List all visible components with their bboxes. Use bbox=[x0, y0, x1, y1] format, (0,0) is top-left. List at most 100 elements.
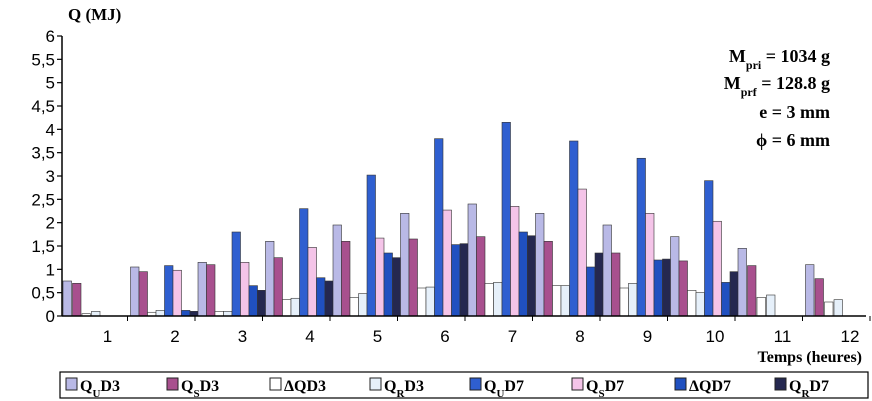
bar-QUD3 bbox=[467, 203, 477, 317]
bar-ΔQD7 bbox=[248, 285, 258, 317]
bar-QSD7 bbox=[712, 220, 722, 317]
y-tick-label: 5 bbox=[46, 74, 55, 93]
bar-ΔQD3 bbox=[619, 287, 629, 317]
bar-QSD3 bbox=[543, 241, 553, 317]
y-tick-label: 0 bbox=[46, 307, 55, 326]
bar-ΔQD3 bbox=[417, 287, 427, 317]
bar-QUD3 bbox=[130, 266, 140, 317]
bar-ΔQD7 bbox=[451, 244, 461, 317]
x-tick-label: 8 bbox=[575, 327, 584, 346]
y-tick-label: 1,5 bbox=[31, 237, 55, 256]
x-tick-label: 5 bbox=[373, 327, 382, 346]
annotation: Mpri = 1034 g bbox=[729, 46, 830, 72]
annotation: e = 3 mm bbox=[759, 102, 830, 122]
bar-ΔQD7 bbox=[586, 266, 596, 317]
y-axis: 0 0,5 1 1,5 2 2,5 3 3,5 4 4,5 5 5,5 6 bbox=[31, 27, 63, 326]
bar-ΔQD3 bbox=[687, 290, 697, 317]
x-tick-label: 4 bbox=[305, 327, 314, 346]
bar-QUD3 bbox=[265, 241, 275, 317]
bar-ΔQD3 bbox=[349, 297, 359, 317]
bar-ΔQD7 bbox=[653, 259, 663, 317]
x-tick-label: 1 bbox=[103, 327, 112, 346]
bar-QSD7 bbox=[307, 247, 317, 317]
bar-ΔQD3 bbox=[824, 301, 834, 317]
bar-QUD7 bbox=[299, 208, 309, 317]
legend-label: QSD3 bbox=[181, 378, 219, 400]
bar-QUD3 bbox=[62, 280, 72, 317]
bar-QRD7 bbox=[662, 258, 672, 317]
y-tick-label: 3,5 bbox=[31, 144, 55, 163]
bar-QUD3 bbox=[602, 224, 612, 317]
bar-QUD7 bbox=[231, 231, 241, 317]
legend-label: QRD3 bbox=[384, 378, 424, 400]
bar-QRD7 bbox=[459, 243, 469, 317]
x-tick-label: 9 bbox=[643, 327, 652, 346]
bar-QSD3 bbox=[747, 265, 757, 317]
bar-QUD7 bbox=[636, 157, 646, 317]
bar-QSD3 bbox=[72, 283, 82, 317]
y-tick-label: 6 bbox=[46, 27, 55, 46]
bar-ΔQD7 bbox=[316, 277, 326, 317]
y-tick-label: 5,5 bbox=[31, 50, 55, 69]
bar-ΔQD7 bbox=[721, 282, 731, 317]
x-tick-label: 10 bbox=[706, 327, 725, 346]
bar-ΔQD3 bbox=[756, 297, 766, 317]
plot-area bbox=[62, 122, 843, 317]
x-tick-label: 12 bbox=[841, 327, 860, 346]
bar-QUD7 bbox=[434, 138, 444, 317]
bar-QUD3 bbox=[400, 213, 410, 317]
y-tick-label: 3 bbox=[46, 167, 55, 186]
bar-QSD3 bbox=[138, 271, 148, 317]
legend: QUD3 QSD3 ΔQD3 QRD3 QUD7 QSD7 ΔQD7 QRD7 bbox=[59, 371, 869, 400]
bar-QRD3 bbox=[833, 299, 843, 317]
bar-QRD3 bbox=[628, 283, 638, 317]
bar-QRD7 bbox=[729, 271, 739, 317]
legend-swatch bbox=[65, 377, 78, 391]
bar-QRD7 bbox=[392, 257, 402, 317]
bar-ΔQD3 bbox=[484, 283, 494, 317]
legend-swatch bbox=[269, 377, 282, 391]
x-tick-label: 3 bbox=[238, 327, 247, 346]
bar-QRD7 bbox=[324, 280, 334, 317]
legend-label: QUD3 bbox=[80, 378, 120, 400]
y-tick-label: 0,5 bbox=[31, 284, 55, 303]
bar-QSD7 bbox=[577, 188, 587, 317]
legend-label: QRD7 bbox=[789, 378, 829, 400]
bar-QRD3 bbox=[766, 294, 776, 317]
bar-QRD3 bbox=[155, 310, 165, 317]
bar-QRD3 bbox=[493, 282, 503, 317]
bar-QUD3 bbox=[737, 248, 747, 317]
legend-label: ΔQD3 bbox=[284, 378, 326, 395]
y-tick-label: 2 bbox=[46, 214, 55, 233]
bar-QSD3 bbox=[273, 257, 283, 317]
y-tick-label: 2,5 bbox=[31, 190, 55, 209]
bar-QUD3 bbox=[805, 264, 815, 317]
bar-QSD3 bbox=[341, 241, 351, 317]
legend-label: QSD7 bbox=[586, 378, 624, 400]
bar-QRD7 bbox=[594, 252, 604, 317]
bar-ΔQD3 bbox=[552, 285, 562, 317]
y-tick-label: 4 bbox=[46, 120, 55, 139]
bar-QUD7 bbox=[366, 174, 376, 317]
bar-QUD3 bbox=[197, 262, 207, 317]
legend-label: ΔQD7 bbox=[689, 378, 731, 395]
bar-QUD3 bbox=[535, 213, 545, 317]
bar-ΔQD7 bbox=[181, 310, 191, 317]
legend-swatch bbox=[774, 377, 787, 391]
x-tick-label: 6 bbox=[440, 327, 449, 346]
bar-QUD3 bbox=[670, 236, 680, 317]
bar-QSD7 bbox=[510, 206, 520, 317]
x-tick-label: 2 bbox=[170, 327, 179, 346]
bar-QUD7 bbox=[164, 265, 174, 317]
bar-QSD7 bbox=[240, 262, 250, 317]
legend-label: QUD7 bbox=[484, 378, 524, 400]
bar-QSD3 bbox=[814, 278, 824, 317]
bar-QRD3 bbox=[695, 292, 705, 317]
bar-QSD3 bbox=[408, 238, 418, 317]
bar-ΔQD3 bbox=[282, 299, 292, 317]
bar-QSD3 bbox=[476, 236, 486, 317]
bar-QRD3 bbox=[290, 297, 300, 317]
bar-QUD7 bbox=[569, 140, 579, 317]
